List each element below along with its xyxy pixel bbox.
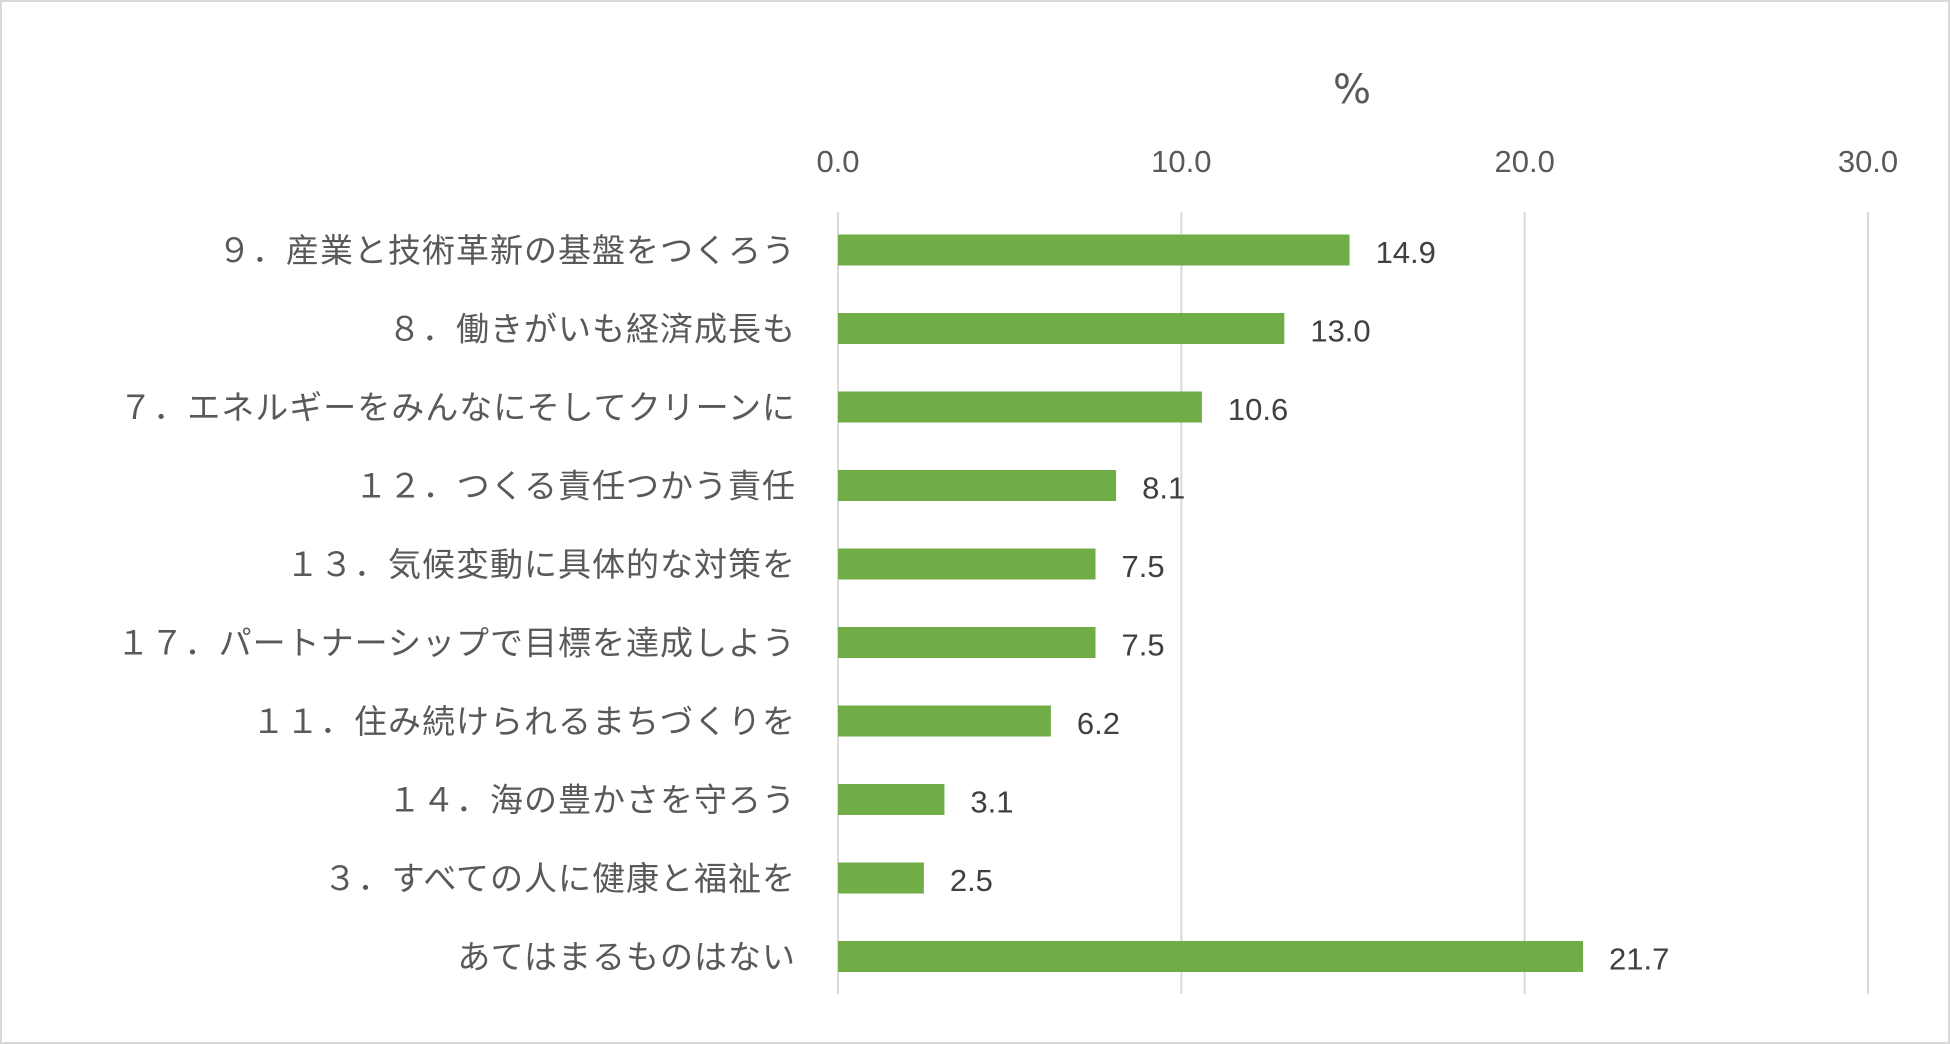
category-label: １２．つくる責任つかう責任 <box>355 467 796 506</box>
data-label: 3.1 <box>970 785 1013 820</box>
data-label: 6.2 <box>1077 706 1120 741</box>
data-label: 2.5 <box>950 863 993 898</box>
data-label: 13.0 <box>1310 314 1370 349</box>
data-label: 7.5 <box>1122 628 1165 663</box>
bar <box>838 391 1202 423</box>
x-tick-label: 20.0 <box>1494 144 1554 179</box>
x-axis-unit-label: % <box>1333 67 1371 113</box>
data-label: 21.7 <box>1609 942 1669 977</box>
bar <box>838 862 924 894</box>
bar <box>838 548 1096 580</box>
category-label: １１．住み続けられるまちづくりを <box>252 702 796 741</box>
bar <box>838 470 1117 501</box>
bar <box>838 234 1350 266</box>
x-tick-label: 10.0 <box>1151 144 1211 179</box>
category-label: ９．産業と技術革新の基盤をつくろう <box>218 231 796 270</box>
category-label: １７．パートナーシップで目標を達成しよう <box>117 624 796 663</box>
bars <box>838 234 1584 972</box>
data-label: 8.1 <box>1142 471 1185 506</box>
x-axis-tick-labels: 0.0 10.0 20.0 30.0 <box>816 144 1898 179</box>
category-label: １３．気候変動に具体的な対策を <box>286 545 796 584</box>
category-label: ８．働きがいも経済成長も <box>388 310 796 349</box>
category-label: ３．すべての人に健康と福祉を <box>324 859 796 898</box>
data-label: 7.5 <box>1122 549 1165 584</box>
bar <box>838 705 1051 737</box>
category-label: あてはまるものはない <box>457 938 796 977</box>
bar <box>838 784 945 815</box>
x-tick-label: 0.0 <box>816 144 859 179</box>
bar <box>838 313 1285 344</box>
data-labels: 14.9 13.0 10.6 8.1 7.5 7.5 6.2 3.1 2.5 21.7 <box>950 235 1670 977</box>
category-label: １４．海の豊かさを守ろう <box>388 781 796 820</box>
data-label: 10.6 <box>1228 392 1288 427</box>
bar <box>838 627 1096 658</box>
x-tick-label: 30.0 <box>1838 144 1898 179</box>
category-labels: ９．産業と技術革新の基盤をつくろう ８．働きがいも経済成長も ７．エネルギーをみんな… <box>117 231 796 977</box>
category-label: ７．エネルギーをみんなにそしてクリーンに <box>119 388 796 427</box>
data-label: 14.9 <box>1376 235 1436 270</box>
bar <box>838 941 1584 972</box>
